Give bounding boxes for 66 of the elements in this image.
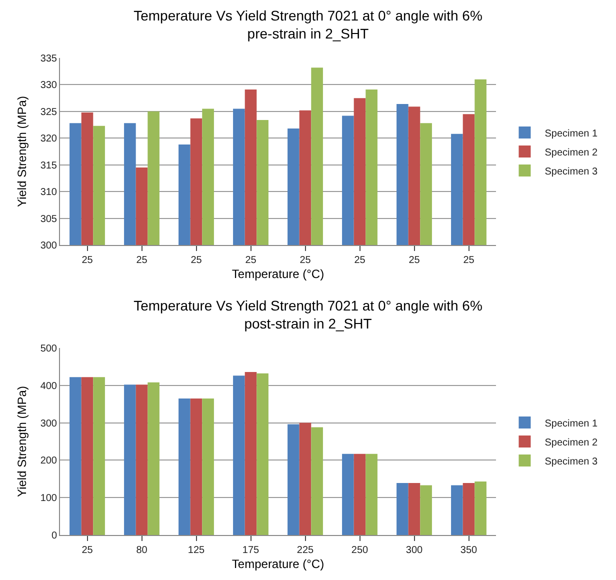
chart-title: Temperature Vs Yield Strength 7021 at 0° angle with 6% post-strain in 2_SHT (134, 297, 482, 332)
bar (366, 454, 378, 535)
bar (474, 482, 486, 535)
x-tick-label: 25 (408, 255, 420, 266)
y-tick-label: 325 (40, 106, 58, 118)
y-tick-label: 300 (40, 240, 58, 252)
bar (462, 483, 475, 535)
x-axis-title: Temperature (°C) (232, 266, 324, 281)
x-tick-label: 125 (188, 545, 206, 556)
x-tick-label: 25 (82, 545, 94, 556)
y-tick-label: 100 (40, 493, 58, 504)
y-tick-label: 200 (40, 456, 58, 467)
y-tick-label: 320 (40, 134, 58, 145)
bar (148, 382, 160, 535)
y-tick-label: 300 (40, 418, 58, 430)
y-tick-label: 400 (40, 380, 58, 392)
bar (81, 377, 94, 535)
legend-label: Specimen 3 (544, 456, 598, 468)
x-tick-label: 300 (406, 545, 424, 556)
x-tick-label: 25 (300, 255, 312, 266)
y-tick-label: 310 (40, 187, 58, 198)
x-tick-label: 225 (296, 545, 314, 556)
y-axis-title: Yield Strength (MPa) (15, 96, 29, 207)
y-tick-label: 305 (40, 214, 58, 225)
bar (342, 454, 354, 535)
y-tick-label: 500 (40, 344, 58, 354)
x-axis-title: Temperature (°C) (232, 556, 324, 571)
bar (354, 454, 366, 535)
x-tick-label: 25 (82, 255, 94, 266)
x-tick-label: 25 (190, 255, 202, 266)
y-axis-title: Yield Strength (MPa) (15, 386, 29, 497)
bar (244, 372, 257, 535)
y-tick-label: 330 (40, 80, 58, 92)
bar (311, 427, 323, 535)
bar (93, 377, 105, 535)
bar (396, 483, 408, 535)
x-tick-label: 25 (136, 255, 148, 266)
x-tick-label: 25 (463, 255, 475, 266)
bar (233, 376, 245, 535)
legend-label: Specimen 3 (544, 166, 598, 178)
y-tick-label: 335 (40, 54, 58, 64)
bar (256, 373, 268, 535)
y-tick-label: 0 (51, 530, 58, 542)
bar (420, 485, 432, 535)
bar (299, 422, 312, 535)
bar (190, 398, 202, 535)
bar (178, 398, 190, 535)
x-tick-label: 175 (242, 545, 260, 556)
bar (202, 398, 214, 535)
legend-label: Specimen 1 (544, 128, 598, 140)
bar (408, 483, 420, 535)
legend-label: Specimen 2 (544, 437, 598, 448)
chart-title: Temperature Vs Yield Strength 7021 at 0° angle with 6% pre-strain in 2_SHT (134, 7, 482, 42)
bar (136, 384, 148, 535)
bar (451, 485, 463, 535)
y-tick-label: 315 (40, 160, 58, 172)
x-tick-label: 25 (354, 255, 366, 266)
legend-label: Specimen 2 (544, 147, 598, 158)
bar (288, 424, 300, 535)
x-tick-label: 250 (351, 545, 369, 556)
x-tick-label: 350 (460, 545, 478, 556)
x-tick-label: 25 (245, 255, 257, 266)
x-tick-label: 80 (136, 545, 148, 556)
bar (124, 384, 136, 535)
legend-label: Specimen 1 (544, 418, 598, 430)
bar (70, 377, 82, 535)
